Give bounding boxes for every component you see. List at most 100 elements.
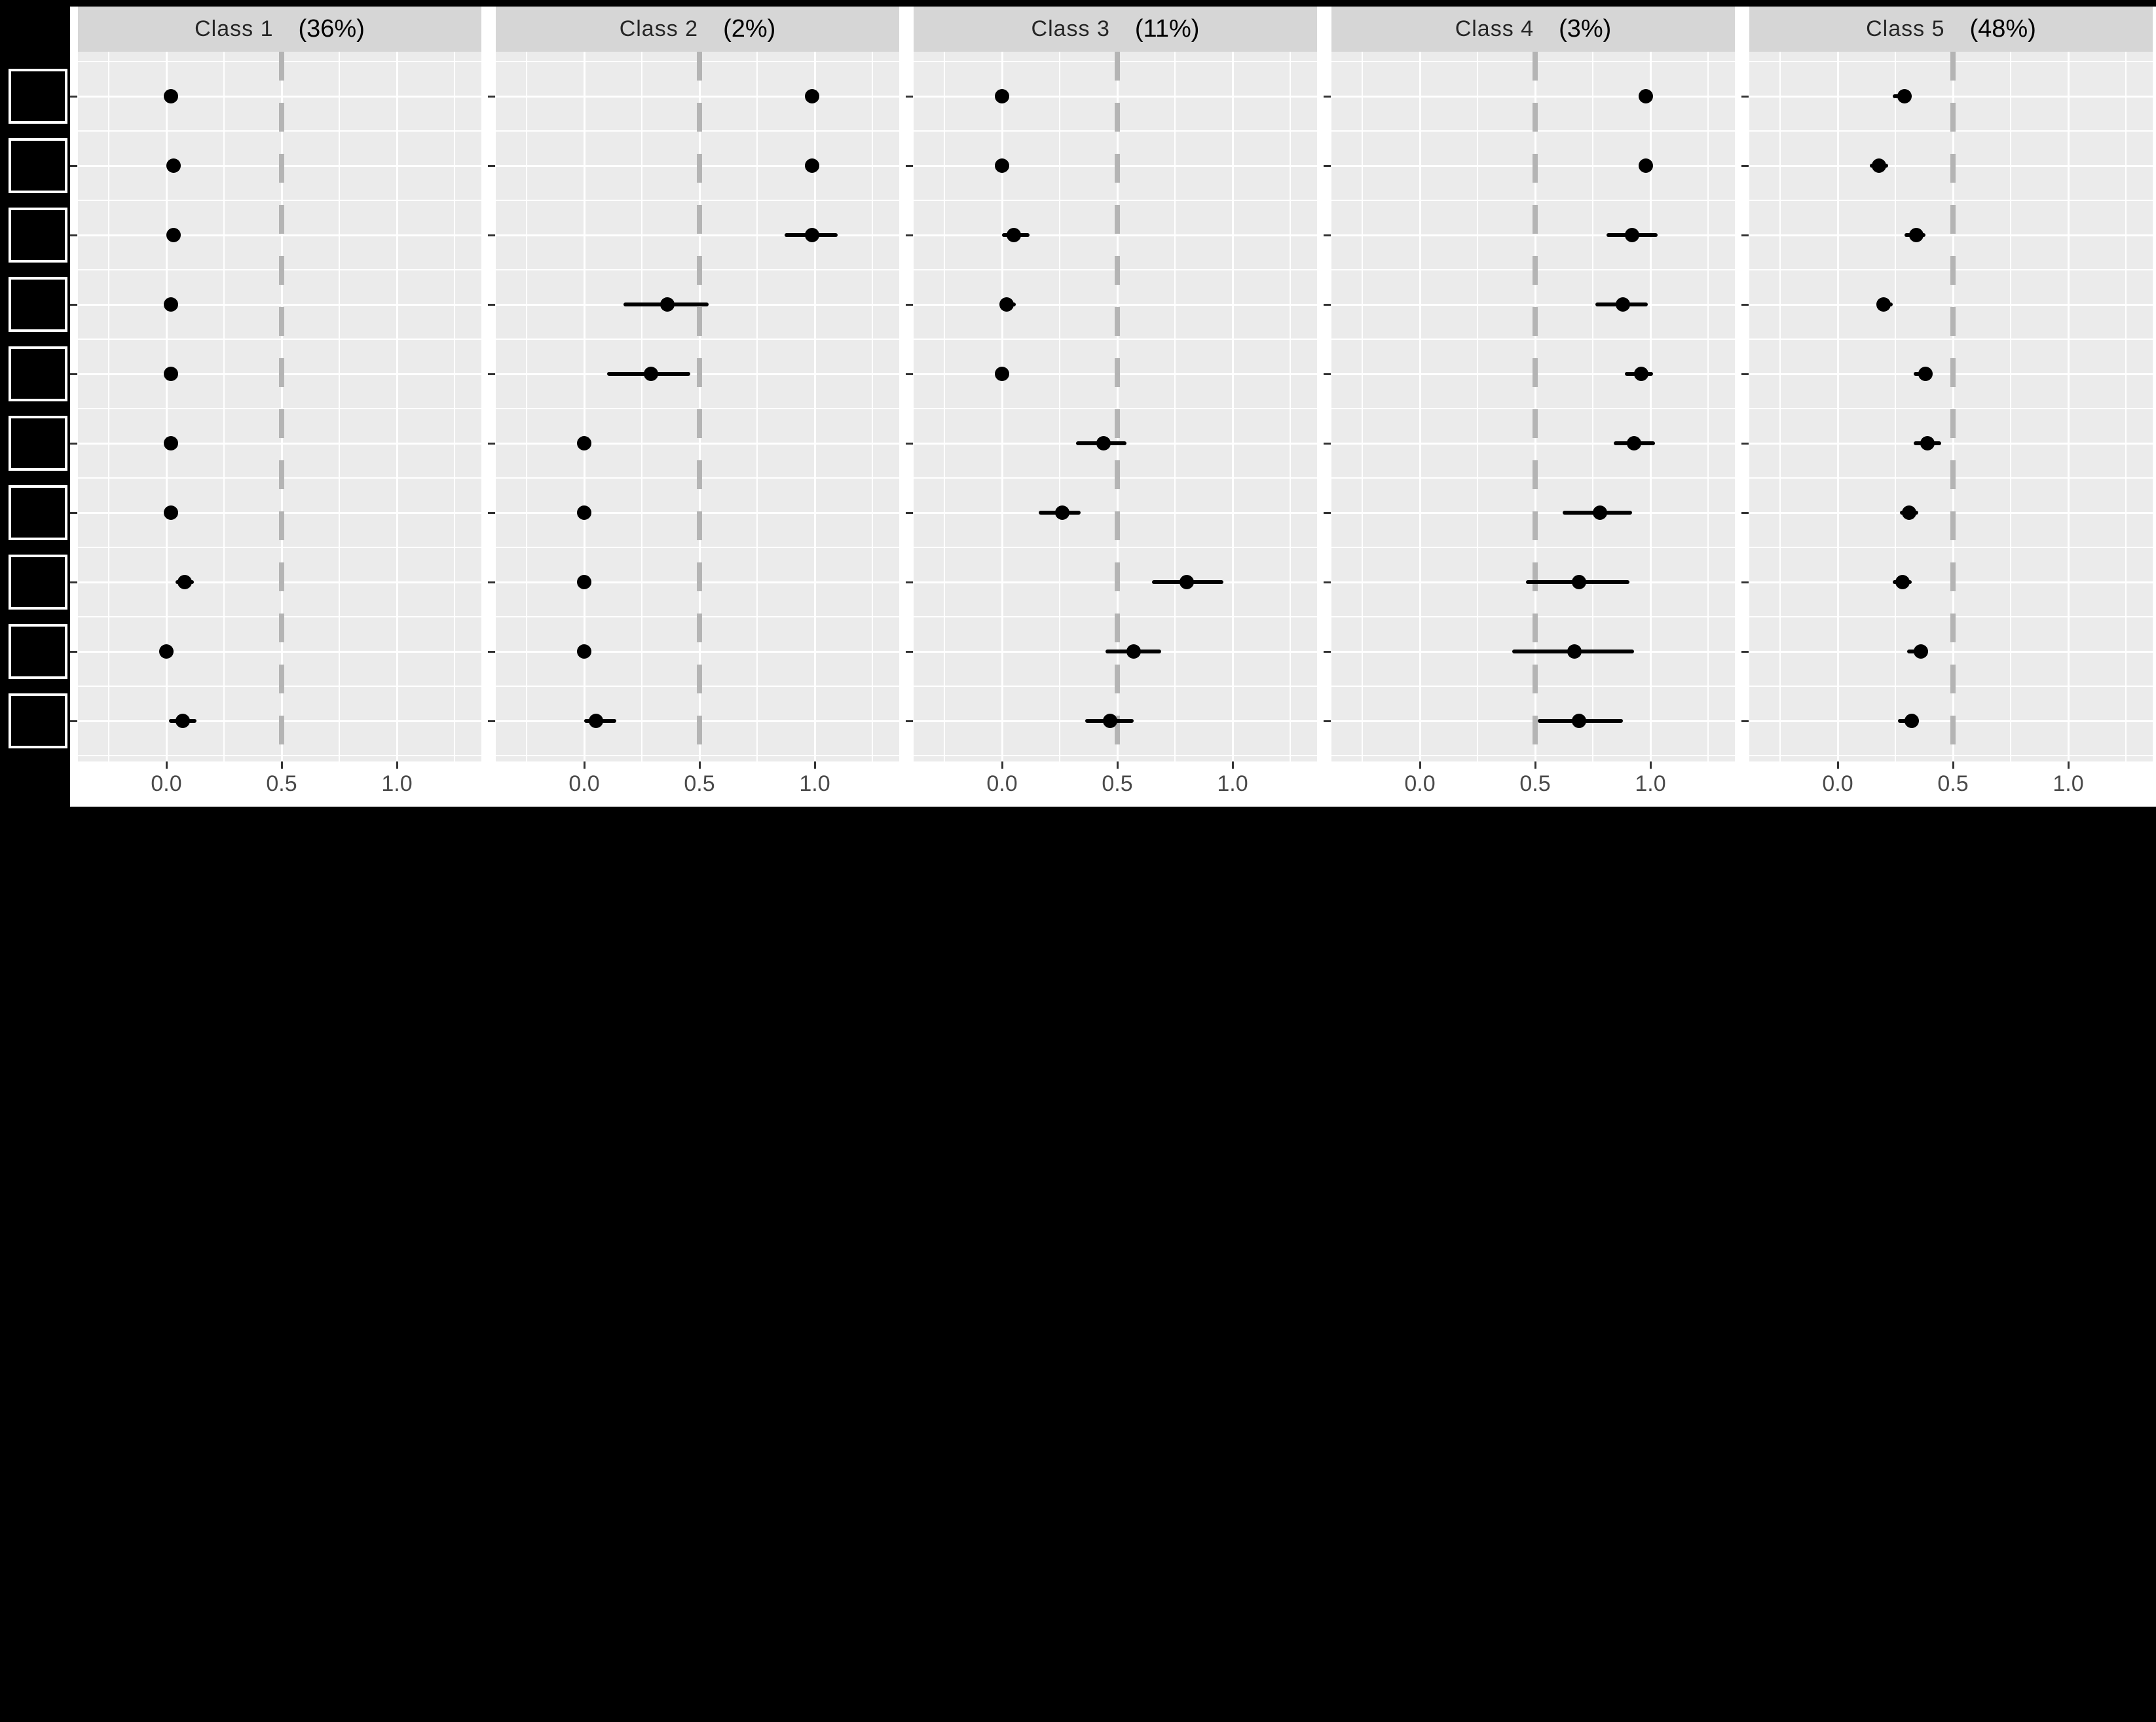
reference-line-0-5 <box>279 52 284 761</box>
redacted-row-label <box>9 485 67 540</box>
gridline-vertical-minor <box>526 52 527 761</box>
point-estimate <box>1908 228 1924 242</box>
point-estimate <box>1638 158 1653 173</box>
point-estimate <box>1624 228 1639 242</box>
x-axis-tick <box>1001 761 1003 769</box>
point-estimate <box>995 158 1009 173</box>
point-estimate <box>1054 505 1069 520</box>
point-estimate <box>805 89 820 103</box>
point-estimate <box>588 714 603 728</box>
facet-panel <box>78 52 481 761</box>
x-axis-tick <box>396 761 398 769</box>
y-axis-tick <box>1741 720 1749 722</box>
redacted-row-label <box>9 555 67 610</box>
x-tick-label: 0.5 <box>1519 771 1551 796</box>
x-axis-tick <box>1419 761 1421 769</box>
y-axis-tick <box>488 164 495 167</box>
reference-line-0-5 <box>697 52 702 761</box>
y-axis-tick <box>70 234 77 236</box>
point-estimate <box>1179 575 1194 589</box>
y-axis-tick <box>488 581 495 583</box>
y-axis-tick <box>906 511 913 514</box>
y-axis-tick <box>1741 373 1749 375</box>
x-axis-tick <box>280 761 283 769</box>
gridline-vertical-minor <box>454 52 455 761</box>
point-estimate <box>660 297 675 312</box>
y-axis-tick <box>906 581 913 583</box>
point-estimate <box>1904 714 1919 728</box>
gridline-vertical-minor <box>756 52 758 761</box>
y-axis-tick <box>70 164 77 167</box>
facet-panel <box>914 52 1317 761</box>
y-axis-tick <box>488 720 495 722</box>
point-estimate <box>1571 714 1586 728</box>
y-axis-tick <box>906 442 913 445</box>
y-axis-tick <box>1741 303 1749 306</box>
redacted-row-label <box>9 624 67 679</box>
x-tick-label: 0.5 <box>266 771 297 796</box>
point-estimate <box>1567 644 1582 659</box>
point-estimate <box>1913 644 1928 659</box>
x-tick-label: 1.0 <box>799 771 830 796</box>
x-axis-tick <box>1231 761 1234 769</box>
point-estimate <box>1633 367 1648 381</box>
point-estimate <box>995 89 1009 103</box>
y-axis-tick <box>1324 303 1331 306</box>
point-estimate <box>177 575 193 589</box>
point-estimate <box>1897 89 1912 103</box>
redacted-row-label <box>9 346 67 401</box>
x-axis-tick <box>1534 761 1536 769</box>
facet-strip: Class 3 (11%) <box>914 7 1317 52</box>
gridline-vertical-minor <box>1895 52 1896 761</box>
y-axis-tick <box>488 442 495 445</box>
y-axis-tick <box>1741 442 1749 445</box>
x-tick-label: 0.0 <box>1822 771 1853 796</box>
y-axis-tick <box>1324 581 1331 583</box>
redacted-row-label <box>9 693 67 748</box>
gridline-vertical-minor <box>108 52 109 761</box>
x-tick-label: 1.0 <box>1217 771 1248 796</box>
y-axis-tick <box>906 373 913 375</box>
redacted-row-label <box>9 138 67 193</box>
gridline-vertical-major <box>1001 52 1003 761</box>
point-estimate <box>644 367 659 381</box>
x-axis-tick <box>813 761 816 769</box>
y-axis-tick <box>1741 95 1749 98</box>
point-estimate <box>577 575 591 589</box>
facet-strip-label: Class 5 <box>1866 16 1945 41</box>
point-estimate <box>1920 436 1935 450</box>
facet-panel <box>1749 52 2153 761</box>
gridline-vertical-major <box>165 52 168 761</box>
point-estimate <box>999 297 1014 312</box>
y-axis-tick <box>70 720 77 722</box>
point-estimate <box>1615 297 1630 312</box>
reference-line-0-5 <box>1115 52 1120 761</box>
x-axis-tick <box>2067 761 2070 769</box>
y-axis-tick <box>1741 650 1749 653</box>
y-axis-tick <box>70 650 77 653</box>
point-estimate <box>1876 297 1891 312</box>
point-estimate <box>164 367 179 381</box>
gridline-vertical-major <box>1231 52 1234 761</box>
gridline-vertical-minor <box>1362 52 1363 761</box>
y-axis-tick <box>1324 442 1331 445</box>
y-axis-tick <box>488 650 495 653</box>
facet-strip-label: Class 1 <box>195 16 274 41</box>
gridline-vertical-minor <box>641 52 642 761</box>
point-estimate <box>1872 158 1887 173</box>
point-estimate <box>175 714 190 728</box>
redacted-row-label <box>9 416 67 471</box>
facet-panel <box>1331 52 1735 761</box>
gridline-vertical-minor <box>223 52 225 761</box>
y-axis-tick <box>1324 95 1331 98</box>
y-axis-tick <box>1741 164 1749 167</box>
y-axis-tick <box>488 234 495 236</box>
point-estimate <box>805 158 820 173</box>
x-axis-tick <box>698 761 701 769</box>
facet-strip-percentage: (2%) <box>723 15 776 43</box>
x-tick-label: 1.0 <box>2053 771 2084 796</box>
point-estimate <box>1103 714 1118 728</box>
x-tick-label: 0.0 <box>568 771 600 796</box>
point-estimate <box>166 158 181 173</box>
gridline-vertical-minor <box>1477 52 1478 761</box>
